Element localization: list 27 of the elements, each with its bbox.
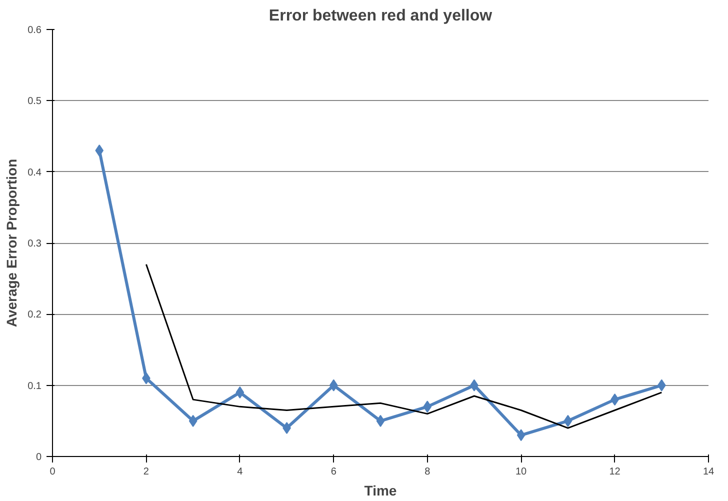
- y-tick-label: 0.1: [28, 380, 42, 392]
- x-tick-label: 0: [50, 466, 56, 478]
- x-tick-label: 10: [516, 466, 528, 478]
- x-tick-label: 12: [609, 466, 621, 478]
- x-tick-label: 6: [330, 466, 337, 478]
- x-tick-label: 2: [143, 466, 150, 478]
- y-tick-label: 0: [36, 452, 42, 463]
- chart-title: Error between red and yellow: [268, 8, 493, 24]
- y-tick-label: 0.2: [28, 310, 42, 321]
- point: [516, 429, 526, 442]
- x-tick-label: 4: [237, 466, 244, 478]
- x-axis-title: Time: [364, 482, 397, 498]
- point: [329, 379, 338, 392]
- y-tick-label: 0.3: [28, 238, 42, 250]
- point: [236, 386, 244, 398]
- point: [423, 400, 432, 413]
- x-tick-label: 14: [702, 466, 714, 478]
- point: [376, 414, 385, 427]
- y-tick-label: 0.5: [28, 96, 42, 108]
- y-axis-title: Average Error Proportion: [4, 158, 20, 328]
- point: [188, 414, 198, 427]
- y-tick-label: 0.4: [28, 167, 42, 178]
- x-tick-label: 8: [424, 466, 431, 478]
- point: [95, 144, 104, 156]
- y-tick-label: 0.6: [28, 25, 42, 36]
- point: [657, 379, 666, 392]
- point: [564, 414, 572, 427]
